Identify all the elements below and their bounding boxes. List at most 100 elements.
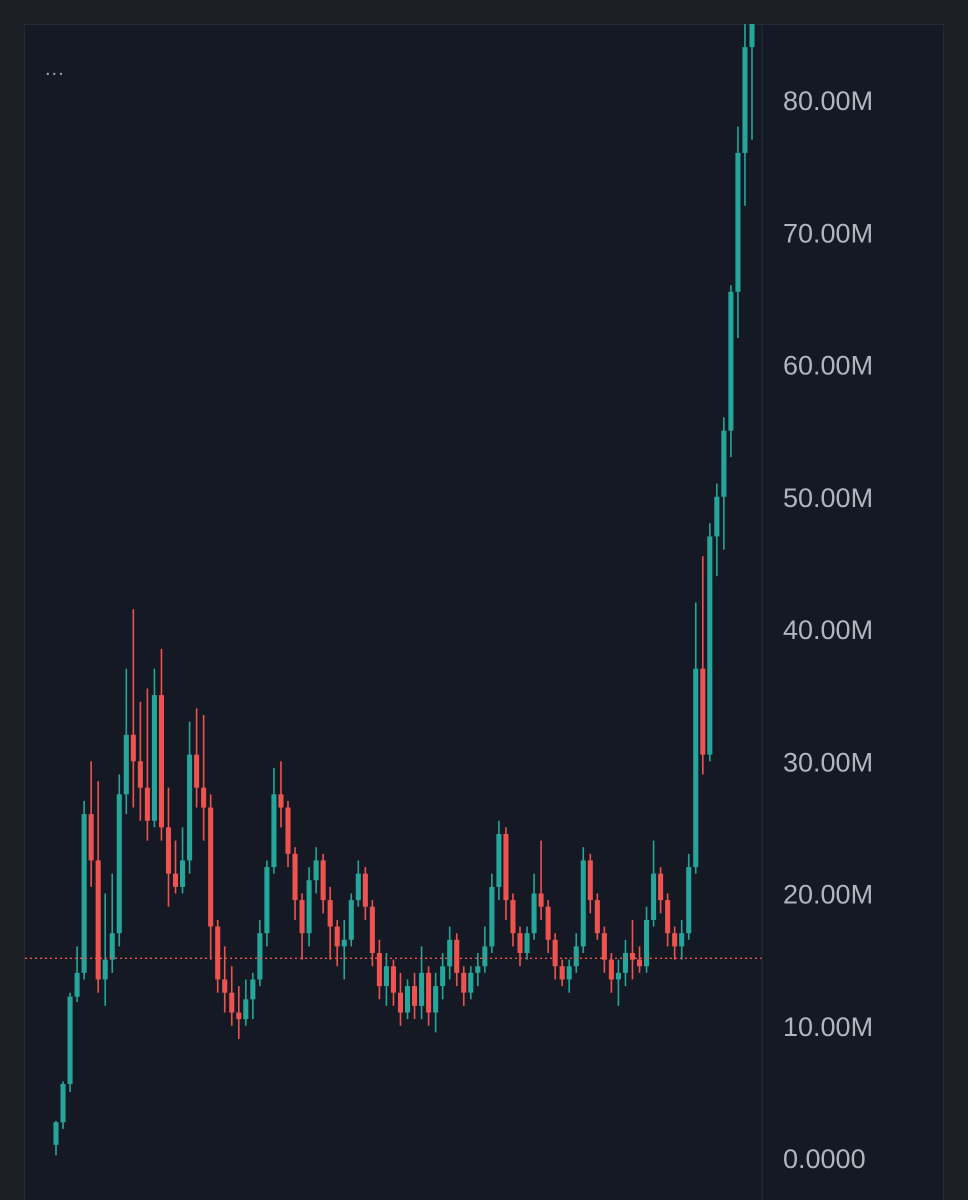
candle [320, 853, 326, 914]
candle-body-up [81, 814, 87, 973]
candle-body-up [573, 946, 579, 967]
candle [109, 873, 115, 973]
candle-body-up [257, 933, 263, 980]
candle-body-down [165, 827, 172, 874]
candle [215, 919, 221, 993]
candle-body-up [53, 1122, 59, 1145]
y-tick-label: 70.00M [783, 218, 873, 248]
candle [285, 800, 291, 868]
candle-body-down [587, 860, 593, 901]
candle-body-up [714, 496, 720, 537]
candle-body-down [158, 695, 164, 828]
candle-body-down [172, 873, 179, 887]
candle-body-up [306, 880, 312, 934]
candle-body-up [419, 972, 425, 1006]
y-tick-label: 80.00M [783, 86, 873, 116]
candle [313, 847, 319, 894]
candle [686, 853, 692, 940]
candle-body-down [412, 986, 418, 1006]
candle-body-up [524, 933, 530, 954]
y-tick-label: 20.00M [783, 880, 873, 910]
candle [559, 959, 565, 987]
candle [187, 721, 193, 874]
candle-body-down [594, 900, 600, 934]
candle [475, 953, 481, 987]
candle [672, 926, 678, 960]
candle [735, 126, 741, 339]
candle-body-up [348, 900, 354, 940]
candle-body-down [292, 853, 298, 901]
candle [116, 774, 122, 947]
candle [503, 827, 509, 920]
y-tick-label: 40.00M [783, 615, 873, 645]
candle-body-down [144, 787, 150, 821]
candle-body-up [721, 430, 727, 497]
price-axis[interactable]: 0.0000 10.00M 20.00M 30.00M 40.00M 50.00M 60.0… [783, 86, 873, 1174]
candle-body-up [60, 1083, 66, 1123]
candle [236, 986, 242, 1039]
candle [355, 860, 361, 907]
y-tick-label: 60.00M [783, 351, 873, 381]
chart-panel [24, 24, 944, 1200]
candle [327, 886, 333, 960]
candle [144, 688, 150, 841]
candle-body-down [88, 814, 94, 861]
candle-body-up [341, 939, 347, 947]
candle-body-down [636, 959, 643, 967]
candle [721, 417, 727, 550]
candle [538, 840, 544, 920]
candle [517, 926, 523, 967]
candle-body-up [742, 47, 748, 153]
candle-body-down [334, 926, 340, 947]
candle [601, 926, 607, 973]
candle-body-down [285, 807, 291, 854]
candle [151, 668, 157, 828]
candle [362, 867, 368, 920]
candle-body-down [510, 900, 516, 934]
candle-body-down [454, 939, 460, 973]
candle [271, 767, 277, 874]
candle-body-down [665, 900, 671, 934]
candle [243, 979, 249, 1026]
y-tick-label: 0.0000 [783, 1144, 866, 1174]
candle [468, 966, 474, 1000]
candle [369, 900, 375, 967]
candle-body-down [461, 972, 467, 993]
y-tick-label: 30.00M [783, 747, 873, 777]
candle-body-up [644, 919, 650, 967]
candle [306, 867, 312, 947]
candle-body-down [201, 787, 207, 808]
candle-body-down [215, 926, 221, 980]
candle [137, 701, 143, 821]
candle [552, 933, 558, 980]
candle [334, 919, 340, 967]
candle-body-up [250, 979, 256, 1000]
candle [102, 893, 108, 1006]
candle [292, 847, 298, 920]
candle [714, 483, 720, 577]
candle-body-down [229, 992, 235, 1013]
candle [566, 959, 572, 993]
candle [341, 919, 347, 980]
candle [257, 919, 263, 987]
candle [510, 893, 516, 947]
candle [433, 972, 439, 1033]
candle-body-up [615, 972, 621, 980]
candle [158, 648, 164, 841]
candle [404, 979, 411, 1020]
candle [172, 840, 179, 894]
candle [180, 827, 186, 894]
candle [629, 919, 636, 980]
candle-body-up [404, 986, 411, 1013]
more-options-icon[interactable]: ... [45, 58, 65, 80]
candle-body-down [559, 966, 565, 980]
candle-body-up [496, 833, 502, 887]
candle-body-up [728, 291, 734, 431]
candle-body-down [130, 734, 136, 762]
candle [397, 972, 404, 1026]
candle-body-down [552, 939, 558, 967]
candle [390, 959, 396, 1006]
candle-body-up [243, 999, 249, 1020]
